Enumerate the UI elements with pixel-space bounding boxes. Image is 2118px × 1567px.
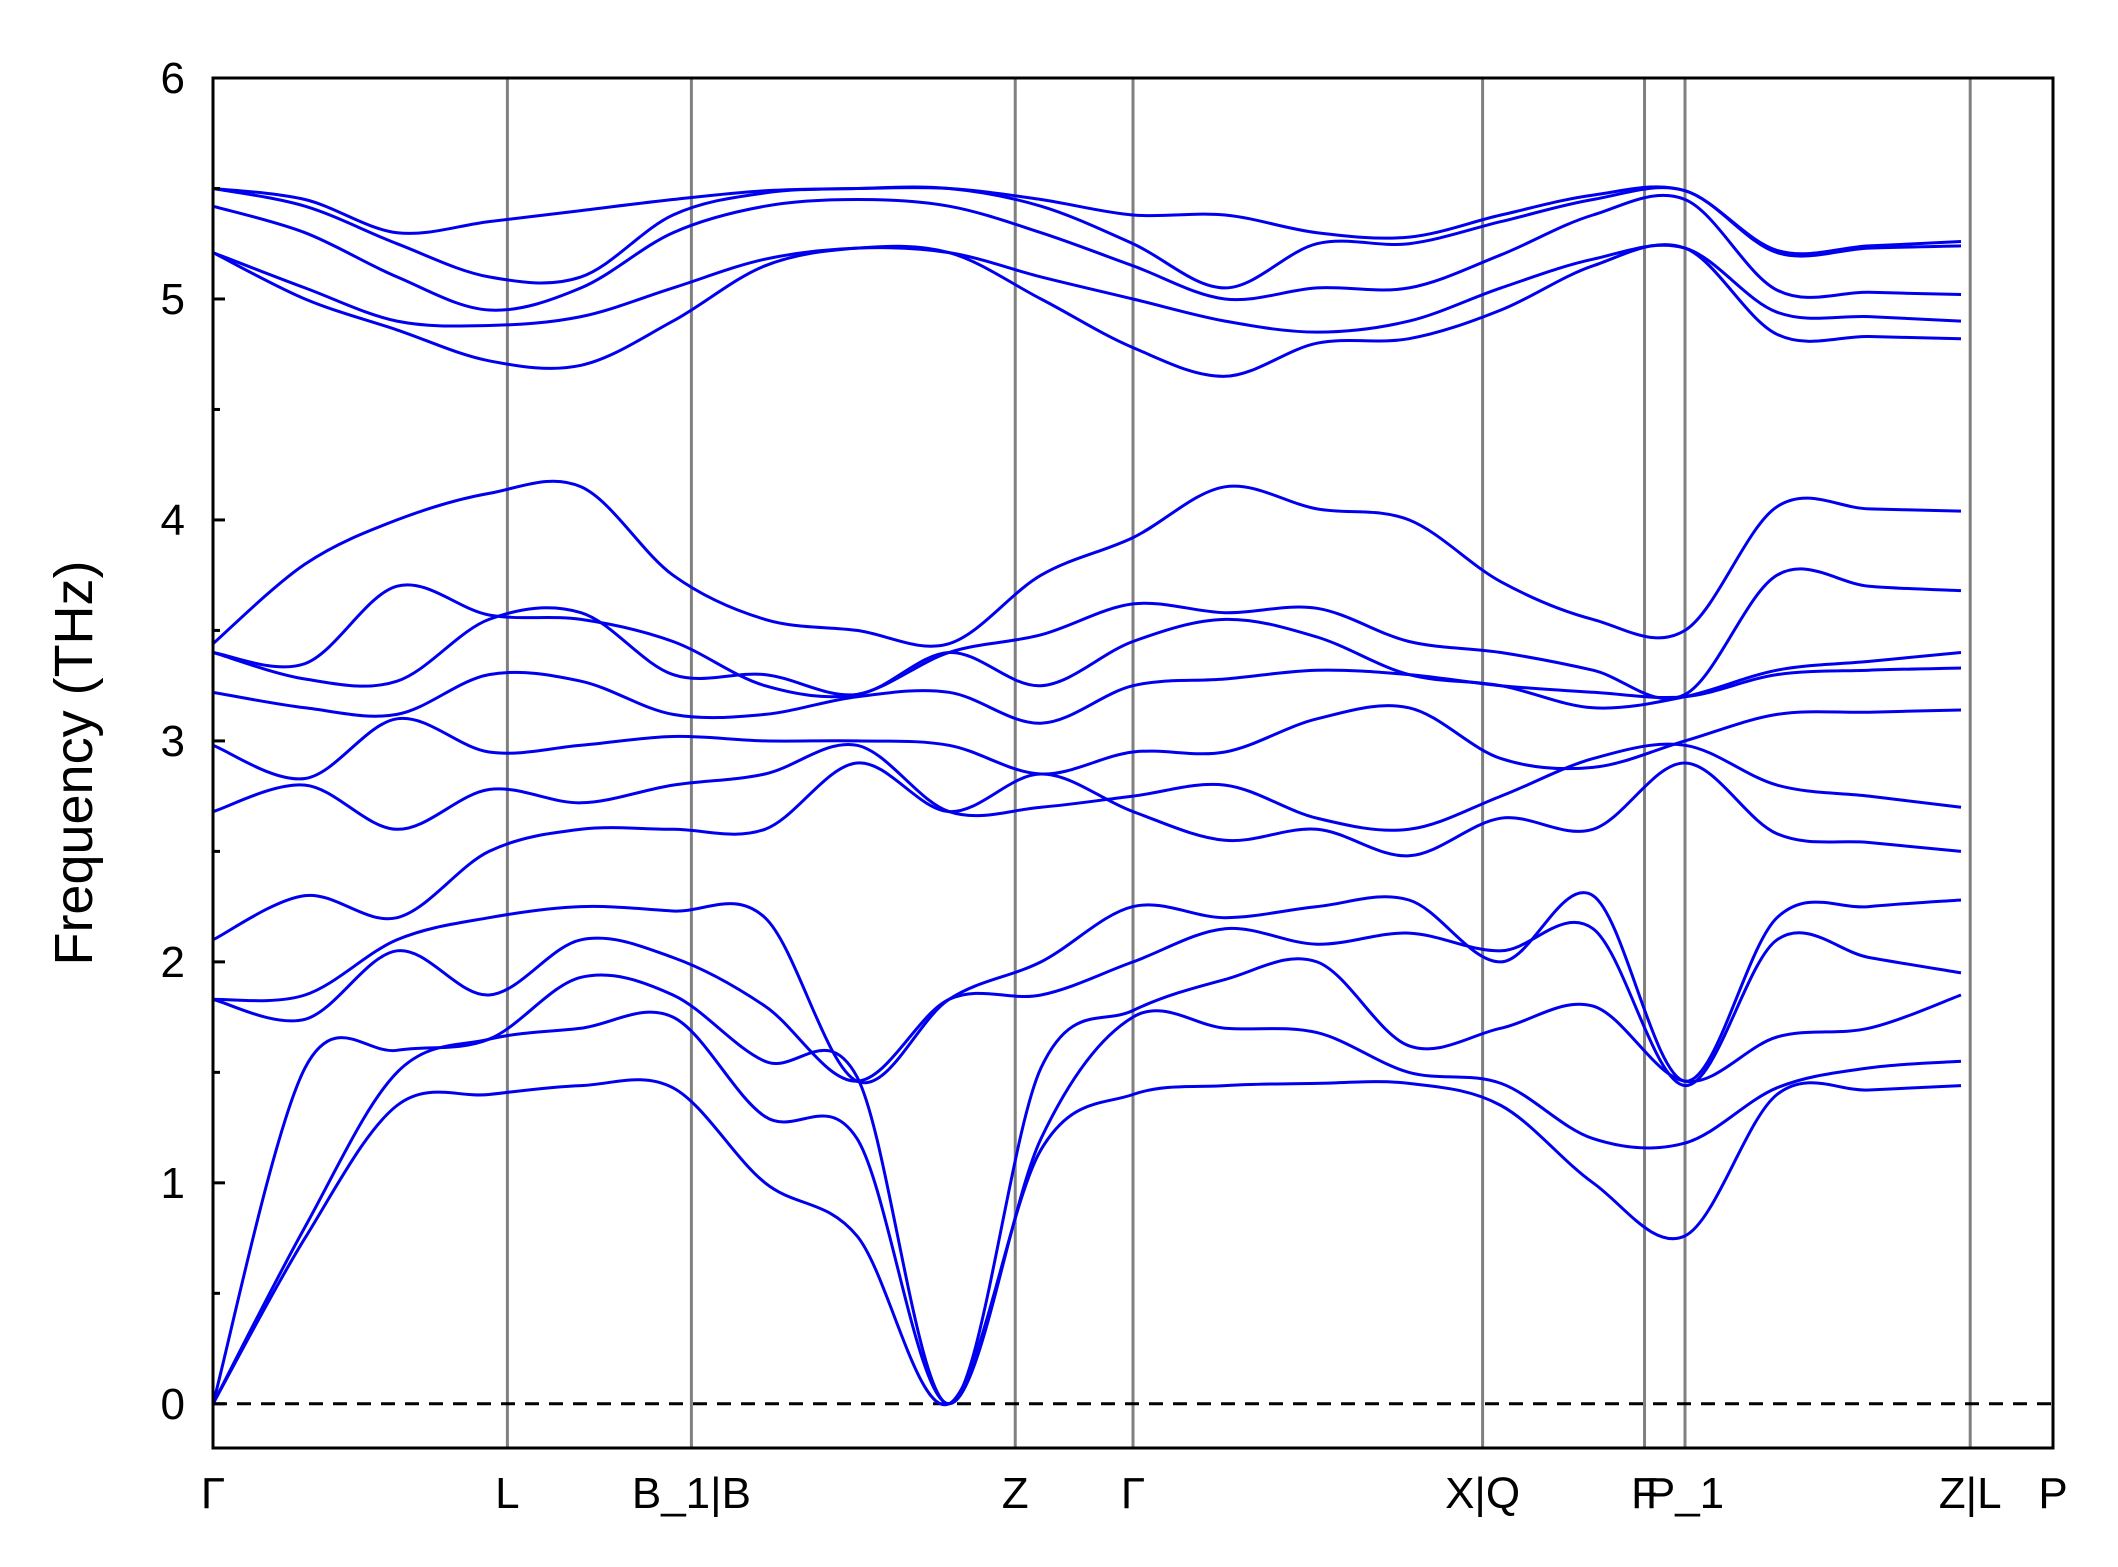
band-line [213,185,1962,256]
y-axis-ticks: 0 1 2 3 4 5 6 [161,54,225,1429]
y-tick-label: 2 [161,938,185,987]
band-line [213,1078,1962,1407]
y-tick-label: 5 [161,275,185,324]
plot-frame [211,76,2055,1450]
x-tick-label: Γ [201,1469,225,1518]
y-tick-label: 6 [161,54,185,103]
y-tick-label: 4 [161,496,185,545]
x-tick-label: Z|L [1939,1469,2002,1518]
band-line [213,479,1962,648]
band-line [213,704,1962,781]
band-line [213,891,1962,1085]
band-line [213,243,1962,334]
band-line [213,761,1962,942]
phonon-bands [213,185,1962,1407]
y-axis-label: Frequency (THz) [44,560,104,965]
x-tick-label: F [1631,1469,1658,1518]
y-tick-label: 1 [161,1159,185,1208]
band-line [213,921,1962,1088]
symmetry-lines [505,78,1972,1448]
band-line [213,567,1962,701]
x-tick-label: Γ [1121,1469,1145,1518]
x-tick-label: Z [1002,1469,1029,1518]
y-tick-label: 0 [161,1380,185,1429]
x-tick-label: P [2038,1469,2067,1518]
x-axis-ticks: Γ L B_1|B Z Γ X|Q FP_1 Z|L P [201,1469,2068,1518]
y-tick-label: 3 [161,717,185,766]
x-tick-label: L [495,1469,519,1518]
x-tick-label: B_1|B [632,1469,751,1518]
band-line [213,957,1962,1406]
band-line [213,193,1962,312]
x-tick-label: P_1 [1646,1469,1724,1518]
x-tick-label: X|Q [1445,1469,1520,1518]
